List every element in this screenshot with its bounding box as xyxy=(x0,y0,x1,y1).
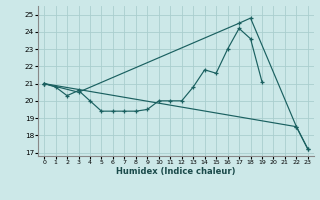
X-axis label: Humidex (Indice chaleur): Humidex (Indice chaleur) xyxy=(116,167,236,176)
